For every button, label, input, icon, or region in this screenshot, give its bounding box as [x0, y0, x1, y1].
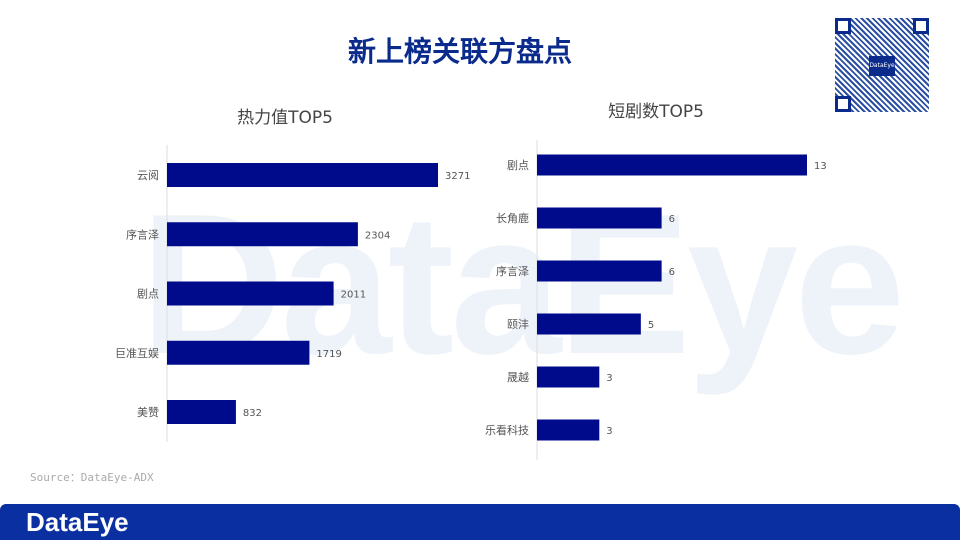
source-note: Source：DataEye-ADX: [30, 471, 154, 484]
data-label: 832: [243, 408, 262, 419]
bar: [167, 222, 358, 247]
qr-code: DataEye: [835, 18, 929, 112]
category-label: 长角鹿: [496, 211, 529, 225]
footer-bar: DataEye: [0, 504, 960, 540]
category-label: 颐沣: [507, 318, 529, 331]
data-label: 3: [606, 426, 612, 437]
footer-logo: DataEye: [26, 507, 129, 537]
bar: [167, 163, 438, 187]
category-label: 晟越: [507, 370, 529, 384]
data-label: 3271: [445, 171, 470, 182]
bar: [537, 154, 807, 176]
category-label: 乐看科技: [485, 423, 529, 437]
chart-title: 热力值TOP5: [237, 108, 333, 128]
category-label: 云阅: [137, 169, 159, 182]
data-label: 6: [669, 267, 675, 278]
category-label: 美赞: [137, 406, 159, 419]
bar: [167, 340, 310, 365]
data-label: 2304: [365, 230, 390, 241]
data-label: 5: [648, 320, 654, 331]
category-label: 序言泽: [496, 264, 529, 278]
chart-title: 短剧数TOP5: [608, 102, 704, 122]
bar: [537, 366, 600, 388]
data-label: 13: [814, 161, 827, 172]
bar: [537, 419, 600, 441]
data-label: 3: [606, 373, 612, 384]
data-label: 6: [669, 214, 675, 225]
category-label: 巨准互娱: [115, 346, 159, 360]
data-label: 2011: [341, 290, 366, 301]
page-title: 新上榜关联方盘点: [347, 35, 572, 68]
bar: [537, 260, 662, 282]
bar: [537, 207, 662, 229]
bar: [167, 281, 334, 306]
category-label: 序言泽: [126, 227, 159, 241]
qr-center-logo: DataEye: [869, 56, 895, 76]
category-label: 剧点: [137, 288, 159, 301]
data-label: 1719: [316, 349, 341, 360]
bar: [167, 400, 236, 424]
category-label: 剧点: [507, 159, 529, 172]
bar: [537, 313, 641, 335]
